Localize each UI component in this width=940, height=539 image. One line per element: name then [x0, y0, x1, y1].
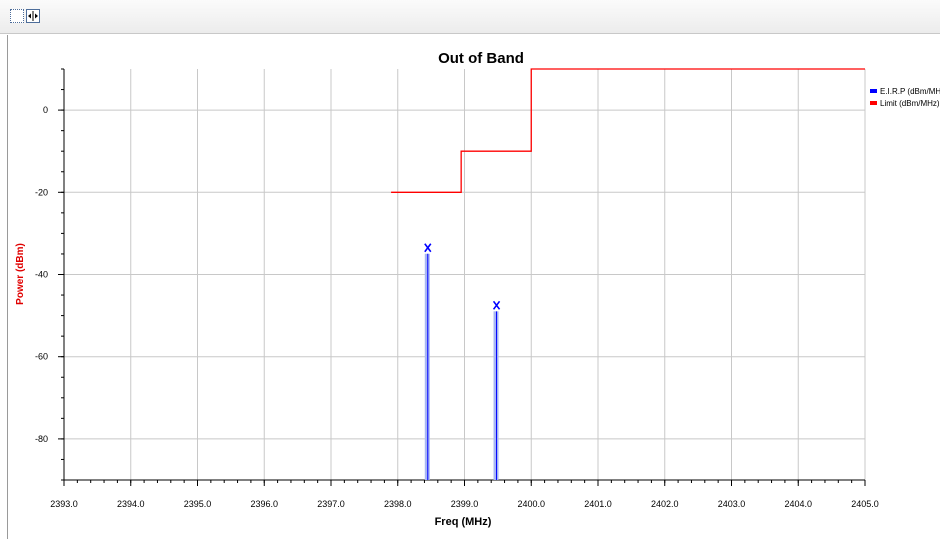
eirp-marker — [492, 300, 501, 310]
x-tick-label: 2403.0 — [718, 499, 746, 509]
chart-title: Out of Band — [438, 50, 524, 67]
fit-horizontal-icon[interactable] — [26, 9, 40, 23]
grid — [64, 69, 866, 480]
y-tick-label: -40 — [35, 270, 48, 280]
dotted-box-icon[interactable] — [10, 9, 24, 23]
x-tick-label: 2400.0 — [517, 499, 545, 509]
legend-swatch — [870, 89, 877, 93]
legend-swatch — [870, 101, 877, 105]
y-tick-label: -20 — [35, 187, 48, 197]
legend-label: E.I.R.P (dBm/MHz) — [880, 87, 940, 96]
x-tick-label: 2394.0 — [117, 499, 145, 509]
y-axis-label: Power (dBm) — [15, 243, 26, 305]
x-tick-label: 2395.0 — [184, 499, 212, 509]
x-axis-label: Freq (MHz) — [435, 516, 492, 528]
eirp-marker — [424, 243, 432, 253]
x-tick-label: 2405.0 — [851, 499, 879, 509]
fit-horizontal-glyph — [28, 11, 38, 21]
x-tick-label: 2393.0 — [50, 499, 78, 509]
limit-line — [391, 68, 865, 193]
legend-label: Limit (dBm/MHz) — [880, 99, 940, 108]
x-tick-label: 2404.0 — [784, 499, 812, 509]
legend: E.I.R.P (dBm/MHz) Limit (dBm/MHz) — [870, 87, 940, 108]
y-tick-label: -80 — [35, 434, 48, 444]
axes: 2393.0 2394.0 2395.0 2396.0 2397.0 2398.0 2399… — [35, 68, 879, 509]
chart-frame — [7, 35, 940, 539]
y-tick-label: -60 — [35, 352, 48, 362]
x-tick-label: 2397.0 — [317, 499, 345, 509]
series-layer — [391, 68, 865, 480]
toolbar — [0, 0, 940, 34]
y-tick-label: 0 — [43, 105, 48, 115]
x-tick-label: 2396.0 — [250, 499, 278, 509]
x-tick-label: 2398.0 — [384, 499, 412, 509]
x-tick-label: 2399.0 — [451, 499, 479, 509]
x-tick-label: 2401.0 — [584, 499, 612, 509]
x-tick-label: 2402.0 — [651, 499, 679, 509]
